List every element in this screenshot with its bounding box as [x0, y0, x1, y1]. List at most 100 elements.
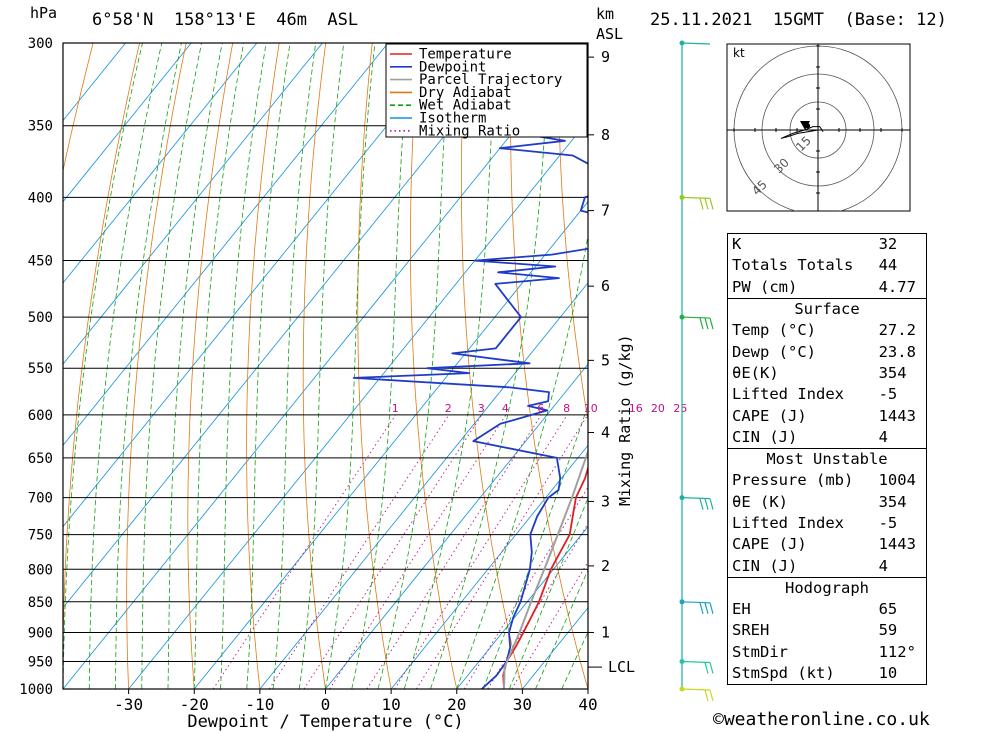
index-label: EH [726, 599, 875, 621]
mixing-ratio-axis-label: Mixing Ratio (g/kg) [616, 334, 634, 506]
wind-barb-feather [709, 602, 714, 614]
isotherm [456, 525, 588, 689]
section-title: Most Unstable [727, 447, 927, 471]
isotherm [63, 43, 258, 284]
credit-link[interactable]: ©weatheronline.co.uk [713, 709, 930, 730]
index-label: θE (K) [726, 491, 875, 513]
km-tick-label: 1 [601, 623, 610, 641]
index-value: 23.8 [874, 341, 927, 363]
pressure-tick-label: 600 [28, 408, 53, 424]
isotherm [63, 43, 520, 609]
x-tick-label: 10 [381, 695, 400, 714]
wind-barb-feather [699, 198, 704, 210]
km-tick-label: 5 [601, 351, 610, 369]
wet-adiabat [325, 43, 376, 689]
profile-parcel-trajectory [503, 448, 588, 689]
isotherm [259, 282, 588, 689]
hodograph-unit-label: kt [733, 46, 745, 60]
mixing-ratio-line [303, 414, 483, 689]
legend-label: Isotherm [419, 111, 486, 127]
index-value: 354 [874, 491, 927, 513]
index-value: -5 [874, 512, 927, 535]
index-row-k: K 32 [726, 233, 927, 256]
index-row: StmDir 112° [726, 641, 927, 663]
index-value: 44 [874, 255, 927, 277]
km-tick-label: 8 [601, 126, 610, 144]
legend-box [385, 43, 588, 138]
index-value: 112° [874, 641, 927, 663]
profile-dewpoint [352, 43, 588, 689]
index-row: CAPE (J) 1443 [726, 534, 927, 556]
pressure-tick-label: 850 [28, 595, 53, 611]
wind-barb-feather [704, 317, 709, 330]
profile-temperature [502, 464, 588, 689]
section-title: Surface [727, 297, 927, 321]
isotherm [128, 119, 588, 689]
wind-barb-feather [709, 317, 714, 330]
index-row: Lifted Index -5 [726, 512, 927, 535]
dry-adiabat [126, 43, 187, 689]
index-row: Pressure (mb) 1004 [726, 470, 927, 492]
wind-barb-shaft [681, 497, 711, 500]
location-title: 6°58'N 158°13'E 46m ASL [92, 10, 359, 30]
wind-barb-shaft [681, 688, 711, 691]
index-row: CAPE (J) 1443 [726, 405, 927, 427]
index-label: K [726, 233, 875, 256]
km-tick-label: 3 [601, 492, 610, 510]
isotherm [63, 43, 389, 446]
index-label: Lifted Index [726, 512, 875, 535]
section-most-unstable: Most Unstable [727, 447, 927, 471]
index-value: 4.77 [874, 276, 927, 299]
isotherm [63, 43, 586, 689]
index-row: Lifted Index -5 [726, 384, 927, 406]
hodograph-trace [780, 126, 824, 139]
km-tick-label: 9 [601, 48, 610, 66]
index-label: Pressure (mb) [726, 470, 875, 492]
index-row: CIN (J) 4 [726, 555, 927, 578]
index-value: 65 [874, 599, 927, 621]
x-tick-label: 0 [321, 695, 331, 714]
dry-adiabat [931, 43, 1000, 689]
wind-barb-feather [709, 498, 714, 510]
dry-adiabat [187, 43, 234, 689]
wind-barb-feather [709, 662, 714, 674]
section-surface: Surface [727, 297, 927, 321]
index-value: 10 [874, 662, 927, 686]
wind-barb-feather [704, 662, 709, 674]
mixing-ratio-line [366, 414, 542, 689]
wind-barb-shaft [681, 42, 711, 45]
mixing-ratio-label: 6 [537, 402, 544, 415]
pressure-tick-label: 950 [28, 654, 53, 670]
legend-label: Dewpoint [419, 59, 486, 75]
x-tick-label: 40 [578, 695, 597, 714]
index-row: θE (K) 354 [726, 491, 927, 513]
legend-label: Dry Adiabat [419, 85, 512, 101]
lcl-label: LCL [608, 658, 635, 676]
wet-adiabat [272, 43, 317, 689]
wet-adiabat [88, 43, 163, 689]
index-label: Lifted Index [726, 384, 875, 406]
index-label: CIN (J) [726, 426, 875, 449]
index-value: 4 [874, 426, 927, 449]
index-value: 4 [874, 555, 927, 578]
index-value: 1443 [874, 405, 927, 427]
index-value: 1443 [874, 534, 927, 556]
legend-label: Mixing Ratio [419, 123, 520, 139]
km-tick-label: 2 [601, 557, 610, 575]
wind-barb-shaft [681, 196, 711, 199]
dry-adiabat [510, 43, 588, 689]
pressure-tick-label: 300 [28, 36, 53, 52]
mixing-ratio-label: 4 [502, 402, 509, 415]
wind-barb-feather [699, 602, 704, 614]
section-hodograph: Hodograph [727, 576, 927, 600]
index-value: 1004 [874, 470, 927, 492]
wind-barb-feather [709, 198, 714, 210]
index-row: Temp (°C) 27.2 [726, 320, 927, 342]
pressure-tick-label: 550 [28, 361, 53, 377]
km-tick-label: 4 [601, 424, 610, 442]
wet-adiabat [220, 43, 267, 689]
wind-barb-feather [704, 602, 709, 614]
